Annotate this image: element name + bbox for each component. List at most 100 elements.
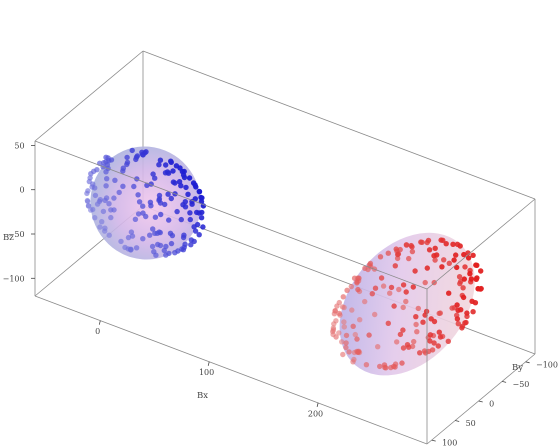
data-point xyxy=(429,347,436,353)
data-point xyxy=(431,318,438,325)
data-point xyxy=(411,338,417,345)
data-point xyxy=(158,211,164,218)
data-point xyxy=(437,310,443,316)
data-point xyxy=(332,308,338,314)
data-point xyxy=(156,162,162,168)
data-point xyxy=(446,290,452,296)
data-point xyxy=(372,311,378,318)
data-point xyxy=(460,294,467,301)
data-point xyxy=(363,362,370,368)
y-axis-tick-label: −100 xyxy=(536,360,558,369)
data-point xyxy=(339,339,345,345)
data-point xyxy=(134,153,141,159)
data-point xyxy=(140,210,146,216)
data-point xyxy=(132,216,139,222)
data-point xyxy=(150,226,156,232)
data-point xyxy=(406,255,412,262)
data-point xyxy=(460,285,466,291)
data-point xyxy=(85,203,92,209)
data-point xyxy=(400,345,407,351)
data-point xyxy=(192,196,198,202)
data-point xyxy=(427,338,433,344)
data-point xyxy=(394,255,401,262)
data-point xyxy=(387,290,393,296)
data-point xyxy=(168,195,174,202)
data-point xyxy=(351,275,358,281)
data-point xyxy=(196,232,202,238)
y-axis-tick xyxy=(431,439,436,442)
data-point xyxy=(156,192,163,199)
data-point xyxy=(181,232,187,238)
data-point xyxy=(418,239,424,245)
data-point xyxy=(377,363,383,370)
data-point xyxy=(462,264,468,270)
data-point xyxy=(372,285,379,291)
sphere-surface xyxy=(90,146,201,260)
data-point xyxy=(454,302,460,308)
data-point xyxy=(413,321,419,328)
data-point xyxy=(163,243,169,250)
y-axis-tick-label: 50 xyxy=(466,419,476,428)
data-point xyxy=(87,175,93,181)
data-point xyxy=(104,162,111,168)
data-point xyxy=(343,332,350,339)
data-point xyxy=(97,197,104,203)
x-axis-tick xyxy=(316,402,319,407)
data-point xyxy=(410,284,416,290)
y-axis-tick xyxy=(525,361,530,364)
data-point xyxy=(355,286,361,293)
box-edge-baa-bba xyxy=(426,353,536,445)
data-point xyxy=(456,274,463,280)
data-point xyxy=(470,252,476,258)
data-point xyxy=(336,330,342,336)
data-point xyxy=(457,243,463,249)
data-point xyxy=(108,214,114,221)
data-point xyxy=(343,344,349,351)
data-point xyxy=(350,323,356,329)
data-point xyxy=(128,246,134,252)
x-axis-tick xyxy=(207,361,210,366)
data-point xyxy=(151,249,157,255)
data-point xyxy=(469,298,475,304)
data-point xyxy=(435,343,441,349)
data-point xyxy=(454,264,460,271)
data-point xyxy=(168,158,174,164)
data-point xyxy=(334,303,340,309)
axis-ticks: 0 100 200 −100 −50 0 50 100 50 0 −50 −100 xyxy=(3,141,558,446)
data-point xyxy=(103,195,110,201)
z-axis-label: Bz xyxy=(3,233,14,243)
data-point xyxy=(200,224,206,230)
data-point xyxy=(417,350,423,356)
data-point xyxy=(124,154,130,161)
data-point xyxy=(357,317,363,323)
data-point xyxy=(396,286,402,293)
data-point xyxy=(187,210,193,216)
data-point xyxy=(400,282,407,288)
data-point xyxy=(352,331,358,338)
data-point xyxy=(431,340,437,346)
data-point xyxy=(152,214,159,220)
x-axis-tick-label: 200 xyxy=(308,409,323,418)
data-point xyxy=(120,165,127,171)
y-axis-label: By xyxy=(512,363,523,373)
data-point xyxy=(118,238,124,245)
data-point xyxy=(413,314,419,320)
data-point xyxy=(166,250,172,257)
data-point xyxy=(415,305,421,312)
data-point xyxy=(356,348,362,354)
box-edge-aab-abb xyxy=(34,50,144,142)
data-point xyxy=(422,279,428,286)
data-point xyxy=(150,171,156,177)
data-point xyxy=(399,360,405,366)
data-point xyxy=(425,237,432,244)
data-point xyxy=(169,232,176,239)
data-point xyxy=(478,268,484,274)
data-point xyxy=(103,183,109,189)
data-point xyxy=(344,287,350,293)
data-point xyxy=(340,351,346,358)
data-point xyxy=(366,332,372,338)
data-point xyxy=(131,183,137,190)
data-point xyxy=(129,147,135,154)
data-point xyxy=(94,167,100,173)
